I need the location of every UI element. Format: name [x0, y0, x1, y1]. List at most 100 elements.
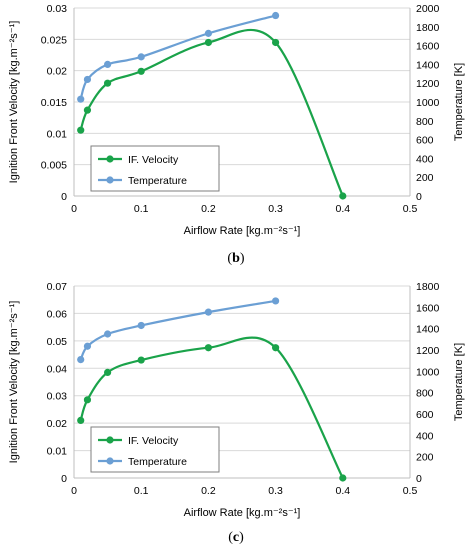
- y2-tick-label: 1400: [416, 59, 440, 71]
- x-tick-label: 0.4: [335, 485, 350, 497]
- y-tick-label: 0.01: [47, 446, 68, 458]
- y2-tick-label: 1000: [416, 366, 440, 378]
- y-tick-label: 0.05: [47, 336, 68, 348]
- data-point: [104, 330, 112, 338]
- data-point: [104, 79, 112, 87]
- x-tick-label: 0.2: [201, 485, 216, 497]
- data-point: [77, 126, 85, 134]
- legend: IF. Velocity Temperature: [90, 145, 220, 192]
- x-tick-label: 0.5: [403, 485, 418, 497]
- data-point: [272, 297, 280, 305]
- y-tick-label: 0.04: [47, 363, 68, 375]
- data-point: [272, 11, 280, 20]
- series-line: [79, 299, 276, 361]
- data-point: [272, 344, 280, 352]
- figure-caption: (b): [227, 251, 244, 266]
- caption-paren-open: (: [227, 251, 232, 266]
- series-temperature: [77, 297, 280, 364]
- y2-tick-label: 600: [416, 135, 434, 147]
- y2-tick-label: 200: [416, 172, 434, 184]
- legend-swatch-marker: [106, 457, 114, 465]
- y-axis-title: Ignition Front Velocity [kg.m⁻²s⁻¹]: [8, 21, 20, 184]
- caption-paren-close: ): [240, 251, 245, 266]
- x-tick-label: 0.2: [201, 203, 216, 215]
- y-tick-label: 0.07: [47, 281, 68, 293]
- y2-axis-title: Temperature [K]: [453, 63, 465, 141]
- data-point: [77, 95, 85, 103]
- y-tick-label: 0.03: [47, 391, 68, 403]
- y2-tick-label: 600: [416, 409, 434, 421]
- y2-tick-label: 1200: [416, 78, 440, 90]
- x-tick-label: 0.3: [268, 203, 283, 215]
- data-point: [339, 474, 347, 482]
- x-tick-label: 0: [71, 203, 77, 215]
- legend-label: Temperature: [128, 175, 187, 187]
- data-point: [83, 342, 92, 350]
- data-point: [77, 416, 85, 424]
- y-tick-label: 0.015: [41, 97, 67, 109]
- y2-tick-label: 2000: [416, 3, 440, 15]
- x-tick-label: 0: [71, 485, 77, 497]
- legend-swatch-marker: [106, 155, 114, 163]
- y2-tick-label: 0: [416, 473, 422, 485]
- data-point: [204, 308, 212, 316]
- y2-tick-label: 1400: [416, 324, 440, 336]
- chart-c: 0 0.01 0.02 0.03 0.04 0.05 0.06 0.07 0 200 400 600 8…: [8, 281, 465, 545]
- data-point: [137, 67, 145, 75]
- y2-tick-label: 0: [416, 191, 422, 203]
- caption-letter: c: [233, 530, 239, 545]
- data-point: [77, 356, 85, 364]
- data-point: [137, 356, 145, 364]
- data-point: [83, 396, 92, 404]
- data-point: [137, 53, 145, 61]
- y-tick-label: 0.02: [47, 66, 68, 78]
- legend: IF. Velocity Temperature: [90, 426, 220, 473]
- legend-swatch-marker: [106, 436, 114, 444]
- data-point: [339, 192, 347, 200]
- data-point: [137, 321, 145, 330]
- data-point: [204, 38, 212, 47]
- x-tick-label: 0.5: [403, 203, 418, 215]
- y2-tick-label: 1600: [416, 41, 440, 53]
- y2-tick-label: 1800: [416, 281, 440, 293]
- series-velocity: [77, 336, 347, 482]
- y-tick-label: 0: [61, 191, 67, 203]
- series-velocity: [77, 28, 347, 200]
- legend-label: Temperature: [128, 456, 187, 468]
- y-tick-label: 0.03: [47, 3, 68, 15]
- legend-label: IF. Velocity: [128, 435, 179, 447]
- data-point: [83, 106, 92, 114]
- x-tick-label: 0.1: [134, 203, 149, 215]
- data-point: [204, 344, 212, 352]
- chart-b: 0 0.005 0.01 0.015 0.02 0.025 0.03 0 200 400 600 80…: [8, 3, 465, 266]
- y2-tick-label: 800: [416, 116, 434, 128]
- data-point: [104, 368, 112, 376]
- x-axis-title: Airflow Rate [kg.m⁻²s⁻¹]: [184, 225, 301, 237]
- y2-tick-label: 1200: [416, 345, 440, 357]
- y2-tick-label: 800: [416, 388, 434, 400]
- x-tick-label: 0.3: [268, 485, 283, 497]
- y2-tick-label: 1000: [416, 97, 440, 109]
- x-tick-label: 0.1: [134, 485, 149, 497]
- data-point: [104, 60, 112, 68]
- y-tick-label: 0.025: [41, 34, 67, 46]
- legend-box: [90, 145, 220, 192]
- y2-tick-label: 400: [416, 430, 434, 442]
- legend-label: IF. Velocity: [128, 154, 179, 166]
- data-point: [204, 29, 212, 37]
- y-tick-label: 0.01: [47, 128, 68, 140]
- x-tick-label: 0.4: [335, 203, 350, 215]
- y2-tick-label: 1800: [416, 22, 440, 34]
- caption-paren-open: (: [228, 530, 233, 545]
- y-tick-label: 0.005: [41, 160, 67, 172]
- y-tick-label: 0: [61, 473, 67, 485]
- x-axis-title: Airflow Rate [kg.m⁻²s⁻¹]: [184, 507, 301, 519]
- legend-swatch-marker: [106, 176, 114, 184]
- y2-tick-label: 200: [416, 452, 434, 464]
- y2-tick-label: 400: [416, 153, 434, 165]
- y-tick-label: 0.06: [47, 308, 68, 320]
- data-point: [83, 75, 92, 84]
- figure-caption: (c): [228, 530, 244, 545]
